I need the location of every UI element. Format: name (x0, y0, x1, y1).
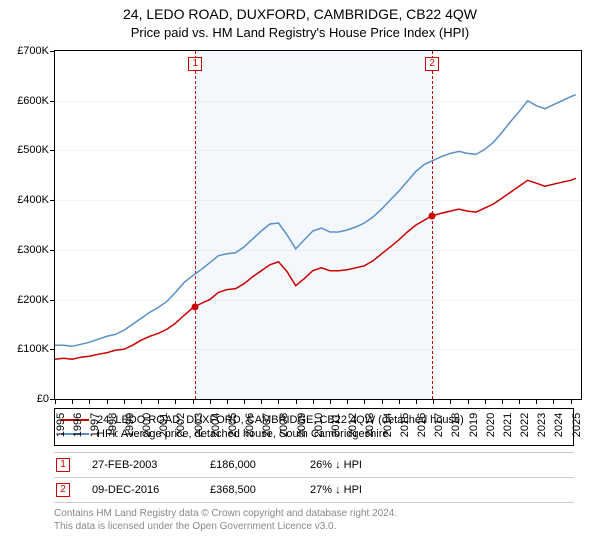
series-property (55, 178, 576, 359)
x-axis-label: 2010 (313, 413, 325, 437)
x-axis-label: 1997 (89, 413, 101, 437)
x-axis-label: 2009 (296, 413, 308, 437)
x-axis-label: 2012 (347, 413, 359, 437)
y-axis-label: £500K (17, 144, 49, 156)
x-axis-label: 2007 (261, 413, 273, 437)
y-axis-label: £200K (17, 294, 49, 306)
x-axis-label: 1999 (124, 413, 136, 437)
footer-line: Contains HM Land Registry data © Crown c… (54, 507, 574, 520)
x-axis-label: 2018 (450, 413, 462, 437)
x-axis-label: 2023 (536, 413, 548, 437)
footer-line: This data is licensed under the Open Gov… (54, 520, 574, 533)
sale-marker: 2 (56, 483, 70, 497)
x-axis-label: 2019 (468, 413, 480, 437)
x-axis-label: 2005 (227, 413, 239, 437)
sale-marker: 1 (56, 458, 70, 472)
x-axis-label: 1996 (72, 413, 84, 437)
sale-price: £368,500 (210, 484, 288, 496)
x-axis-label: 1998 (107, 413, 119, 437)
y-axis-label: £700K (17, 45, 49, 57)
y-axis-label: £300K (17, 244, 49, 256)
table-row: 1 27-FEB-2003 £186,000 26% ↓ HPI (54, 453, 574, 477)
sale-date: 09-DEC-2016 (92, 484, 188, 496)
plot-canvas: £0£100K£200K£300K£400K£500K£600K£700K199… (55, 51, 581, 399)
footer: Contains HM Land Registry data © Crown c… (54, 507, 574, 533)
chart-container: 24, LEDO ROAD, DUXFORD, CAMBRIDGE, CB22 … (0, 0, 600, 560)
x-axis-label: 2020 (485, 413, 497, 437)
y-axis-label: £400K (17, 194, 49, 206)
x-axis-label: 2025 (571, 413, 583, 437)
x-axis-label: 2004 (210, 413, 222, 437)
x-axis-label: 2008 (278, 413, 290, 437)
sale-date: 27-FEB-2003 (92, 459, 188, 471)
x-axis-label: 2006 (244, 413, 256, 437)
x-axis-label: 1995 (55, 413, 67, 437)
x-axis-label: 2021 (502, 413, 514, 437)
x-axis-label: 2013 (364, 413, 376, 437)
sale-price: £186,000 (210, 459, 288, 471)
plot-area: £0£100K£200K£300K£400K£500K£600K£700K199… (54, 50, 582, 400)
sale-pct: 26% ↓ HPI (310, 459, 420, 471)
x-axis-label: 2003 (193, 413, 205, 437)
x-axis-label: 2024 (553, 413, 565, 437)
x-axis-label: 2001 (158, 413, 170, 437)
table-row: 2 09-DEC-2016 £368,500 27% ↓ HPI (54, 477, 574, 502)
chart-subtitle: Price paid vs. HM Land Registry's House … (0, 22, 600, 40)
y-axis-label: £100K (17, 343, 49, 355)
sale-pct: 27% ↓ HPI (310, 484, 420, 496)
x-axis-label: 2016 (416, 413, 428, 437)
series-hpi (55, 95, 576, 347)
x-axis-label: 2014 (382, 413, 394, 437)
x-axis-label: 2017 (433, 413, 445, 437)
x-axis-label: 2015 (399, 413, 411, 437)
y-axis-label: £600K (17, 95, 49, 107)
x-axis-label: 2002 (175, 413, 187, 437)
x-axis-label: 2022 (519, 413, 531, 437)
chart-title: 24, LEDO ROAD, DUXFORD, CAMBRIDGE, CB22 … (0, 0, 600, 22)
x-axis-label: 2000 (141, 413, 153, 437)
y-axis-label: £0 (37, 393, 49, 405)
x-axis-label: 2011 (330, 413, 342, 437)
sales-table: 1 27-FEB-2003 £186,000 26% ↓ HPI 2 09-DE… (54, 452, 574, 503)
